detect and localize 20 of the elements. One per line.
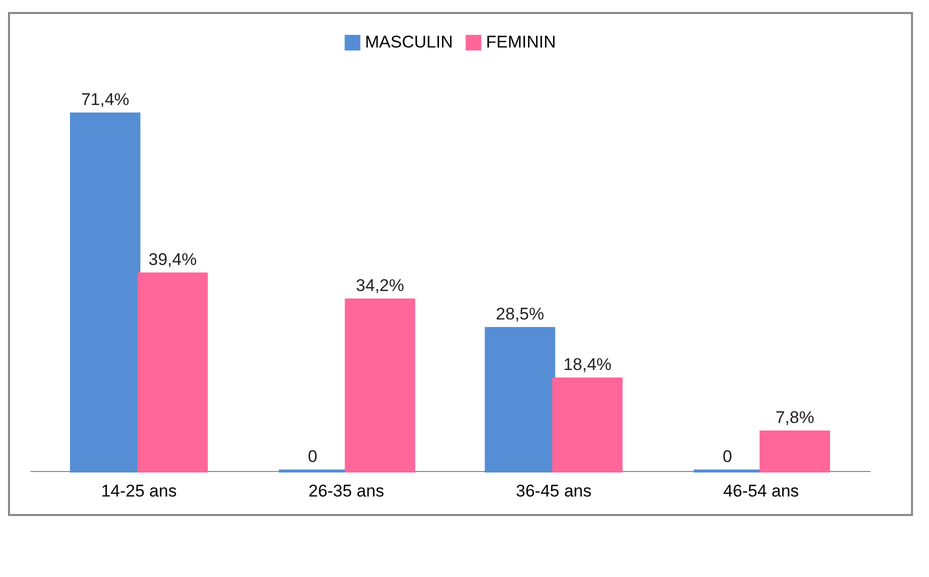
bar: [484, 327, 556, 472]
x-tick-label: 36-45 ans: [516, 482, 592, 500]
bar: [760, 430, 830, 472]
x-tick-label: 46-54 ans: [723, 482, 799, 500]
data-label: 39,4%: [148, 250, 197, 269]
data-label: 28,5%: [496, 304, 544, 324]
bar: [344, 298, 416, 472]
bar: [70, 112, 140, 472]
data-label: 0: [308, 447, 318, 466]
x-tick-label: 26-35 ans: [308, 482, 384, 500]
data-label: 18,4%: [563, 355, 612, 374]
data-label: 7,8%: [775, 408, 814, 427]
data-label: 71,4%: [81, 90, 130, 109]
legend-label: FEMININ: [486, 32, 556, 52]
data-label: 0: [722, 447, 732, 466]
legend-label: MASCULIN: [365, 32, 453, 52]
bar: [552, 378, 623, 472]
data-label: 34,2%: [356, 276, 404, 295]
x-tick-label: 14-25 ans: [101, 482, 177, 500]
bar: [137, 272, 208, 472]
